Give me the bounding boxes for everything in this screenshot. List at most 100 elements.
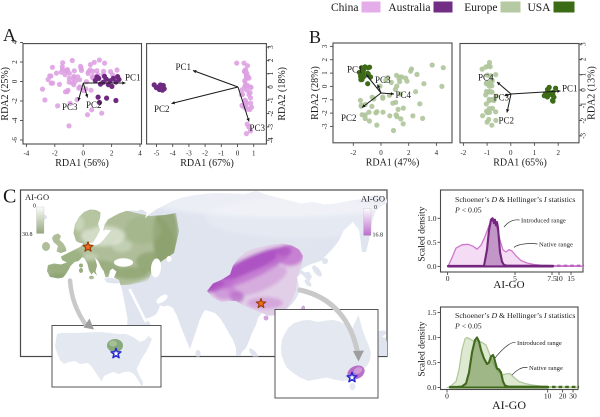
svg-text:PC3: PC3	[62, 102, 78, 112]
svg-text:3: 3	[321, 44, 329, 48]
svg-text:0.0: 0.0	[427, 262, 437, 271]
svg-text:USA: USA	[527, 2, 551, 14]
svg-text:PC1: PC1	[125, 73, 141, 83]
svg-text:PC3: PC3	[375, 75, 391, 85]
svg-text:Scaled density: Scaled density	[418, 206, 428, 261]
svg-text:-2: -2	[52, 150, 58, 158]
svg-text:PC3: PC3	[494, 93, 510, 103]
svg-text:-3: -3	[267, 123, 275, 129]
svg-text:PC2: PC2	[154, 104, 170, 114]
svg-text:20: 20	[559, 392, 567, 401]
svg-text:RDA2 (25%): RDA2 (25%)	[0, 67, 11, 121]
svg-text:Scaled density: Scaled density	[418, 321, 428, 376]
svg-text:-3: -3	[321, 123, 329, 129]
svg-text:Introduced range: Introduced range	[517, 340, 562, 347]
svg-text:1.5: 1.5	[427, 308, 437, 317]
svg-text:RDA1 (56%): RDA1 (56%)	[55, 158, 109, 169]
svg-text:-2: -2	[350, 149, 356, 157]
svg-text:Australia: Australia	[388, 2, 430, 14]
svg-text:3: 3	[580, 42, 588, 46]
svg-text:Schoener’s D & Hellinger’s I s: Schoener’s D & Hellinger’s I statistics	[455, 311, 575, 320]
svg-text:0: 0	[11, 79, 19, 83]
svg-text:Introduced range: Introduced range	[521, 218, 566, 225]
svg-text:0: 0	[580, 88, 588, 92]
svg-text:10: 10	[555, 274, 563, 283]
svg-text:C: C	[3, 186, 16, 208]
svg-text:5: 5	[513, 274, 517, 283]
svg-text:0.5: 0.5	[427, 358, 437, 367]
svg-text:2: 2	[580, 57, 588, 61]
svg-text:4: 4	[11, 40, 19, 44]
svg-text:AI-GO: AI-GO	[492, 398, 526, 412]
svg-text:Schoener’s D & Hellinger’s I s: Schoener’s D & Hellinger’s I statistics	[455, 195, 575, 204]
svg-text:B: B	[309, 27, 321, 47]
svg-text:2: 2	[11, 60, 19, 64]
svg-text:0: 0	[81, 150, 85, 158]
svg-text:0: 0	[374, 205, 377, 211]
svg-text:7.5: 7.5	[547, 274, 557, 283]
svg-text:PC3: PC3	[250, 123, 266, 133]
svg-text:2: 2	[321, 57, 329, 61]
svg-text:2: 2	[110, 150, 114, 158]
svg-text:0: 0	[267, 85, 275, 89]
svg-text:1: 1	[321, 71, 329, 75]
svg-text:RDA1 (47%): RDA1 (47%)	[366, 158, 420, 169]
svg-text:2: 2	[267, 58, 275, 62]
svg-text:PC1: PC1	[562, 84, 578, 94]
svg-text:PC2: PC2	[341, 113, 357, 123]
svg-text:P < 0.05: P < 0.05	[454, 206, 482, 215]
svg-text:-1: -1	[267, 97, 275, 103]
svg-text:0: 0	[33, 204, 36, 210]
svg-text:0: 0	[321, 84, 329, 88]
svg-text:1: 1	[267, 71, 275, 75]
svg-text:1: 1	[252, 150, 256, 158]
svg-text:PC1: PC1	[176, 62, 192, 72]
svg-text:30.8: 30.8	[22, 232, 33, 238]
svg-text:0: 0	[509, 149, 513, 157]
svg-text:1: 1	[533, 149, 537, 157]
svg-text:-1: -1	[218, 150, 224, 158]
svg-text:RDA2 (13%): RDA2 (13%)	[587, 66, 598, 120]
svg-text:RDA2 (28%): RDA2 (28%)	[310, 66, 321, 120]
svg-text:0: 0	[379, 149, 383, 157]
svg-text:PC1: PC1	[347, 65, 363, 75]
svg-text:-2: -2	[580, 117, 588, 123]
svg-text:-5: -5	[154, 150, 160, 158]
svg-text:-1: -1	[580, 102, 588, 108]
svg-text:-2: -2	[267, 110, 275, 116]
svg-text:0: 0	[236, 150, 240, 158]
svg-text:2: 2	[407, 149, 411, 157]
svg-text:AI-GO: AI-GO	[361, 194, 385, 204]
svg-text:2: 2	[556, 149, 560, 157]
svg-text:-6: -6	[11, 137, 19, 143]
svg-text:RDA1 (67%): RDA1 (67%)	[180, 158, 234, 169]
svg-text:-3: -3	[186, 150, 192, 158]
svg-text:10: 10	[544, 392, 552, 401]
svg-text:PC4: PC4	[396, 90, 412, 100]
svg-text:-2: -2	[11, 98, 19, 104]
svg-text:-4: -4	[267, 137, 275, 143]
svg-text:0: 0	[445, 392, 449, 401]
svg-text:-1: -1	[321, 96, 329, 102]
svg-text:-2: -2	[460, 149, 466, 157]
svg-text:P < 0.05: P < 0.05	[454, 322, 482, 331]
svg-text:16.8: 16.8	[373, 233, 384, 239]
svg-text:-3: -3	[580, 132, 588, 138]
svg-text:-4: -4	[23, 150, 29, 158]
svg-text:1.0: 1.0	[427, 214, 437, 223]
svg-text:Europe: Europe	[464, 2, 497, 14]
svg-text:PC4: PC4	[478, 73, 494, 83]
svg-text:0: 0	[446, 274, 450, 283]
svg-text:Native range: Native range	[529, 365, 563, 372]
svg-text:Native range: Native range	[539, 242, 573, 249]
svg-text:AI-GO: AI-GO	[493, 279, 524, 291]
svg-text:RDA2 (18%): RDA2 (18%)	[277, 67, 288, 121]
svg-text:30: 30	[569, 392, 577, 401]
svg-text:PC2: PC2	[86, 100, 102, 110]
svg-text:PC2: PC2	[499, 116, 515, 126]
svg-text:4: 4	[138, 150, 142, 158]
svg-text:-4: -4	[11, 117, 19, 123]
svg-text:-2: -2	[202, 150, 208, 158]
svg-text:China: China	[331, 2, 358, 14]
svg-text:-1: -1	[484, 149, 490, 157]
